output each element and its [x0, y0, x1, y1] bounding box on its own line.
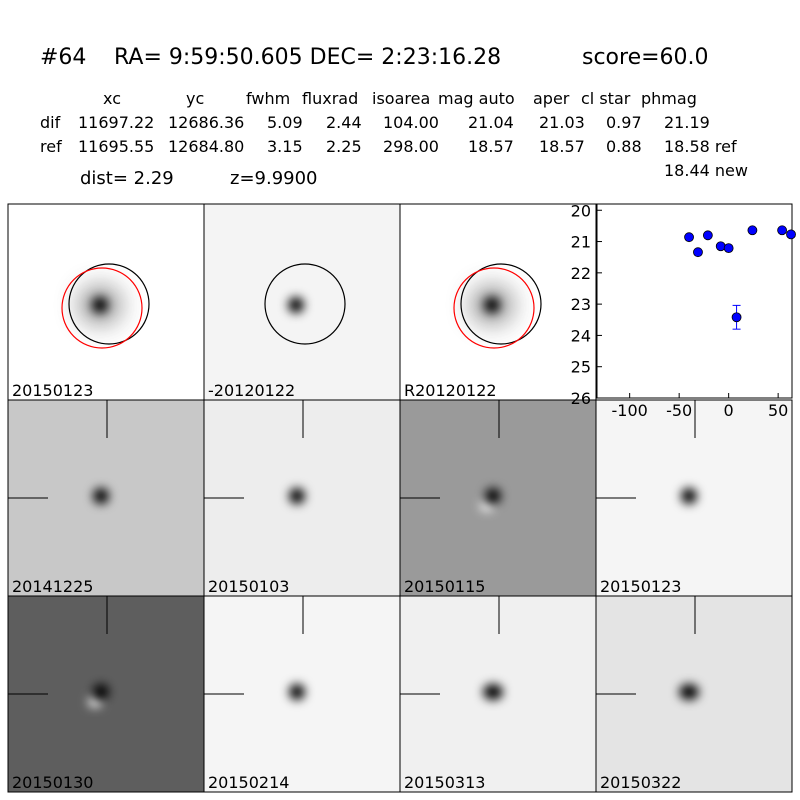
y-tick-label: 26 [571, 389, 591, 408]
score: score=60.0 [582, 45, 709, 70]
stamp-label: 20150115 [404, 577, 485, 596]
source-blob [681, 488, 697, 504]
table-cell: 11697.22 [78, 113, 154, 132]
aperture-circle [460, 263, 542, 345]
column-header: mag auto [438, 89, 515, 108]
x-tick-label: 50 [768, 401, 788, 420]
stamp-label: 20150130 [12, 773, 93, 792]
stamp-label: 20150214 [208, 773, 289, 792]
table-cell: 11695.55 [78, 137, 154, 156]
stamp-label: 20150123 [600, 577, 681, 596]
column-header: phmag [641, 89, 697, 108]
table-cell: 0.88 [606, 137, 642, 156]
source-blob [92, 297, 108, 313]
source-blob [679, 684, 699, 700]
aperture-circle [68, 263, 150, 345]
aperture-circle [264, 263, 346, 345]
row-label: dif [40, 113, 61, 132]
y-tick-label: 23 [571, 295, 591, 314]
y-tick-label: 25 [571, 358, 591, 377]
row-label: ref [40, 137, 62, 156]
table-cell: 12686.36 [168, 113, 244, 132]
stamp-label: R20120122 [404, 381, 497, 400]
stamp-label: 20150123 [12, 381, 93, 400]
table-cell: 298.00 [383, 137, 439, 156]
column-header: cl star [581, 89, 631, 108]
point [715, 241, 726, 252]
point [693, 247, 703, 258]
point [684, 232, 694, 243]
column-header: yc [186, 89, 204, 108]
source-blob [484, 297, 500, 313]
stamp-label: 20150313 [404, 773, 485, 792]
stamp-label: -20120122 [208, 381, 295, 400]
source-blob [483, 684, 503, 700]
new-mag: 18.44 new [664, 161, 748, 180]
table-cell: 21.03 [539, 113, 585, 132]
column-header: aper [533, 89, 570, 108]
stamp-label: 20150103 [208, 577, 289, 596]
table-cell: 18.58 ref [664, 137, 737, 156]
table-cell: 21.04 [468, 113, 514, 132]
chart-frame [596, 203, 793, 399]
ref-circle [453, 267, 535, 349]
point [723, 243, 734, 254]
source-blob [485, 488, 501, 504]
table-cell: 0.97 [606, 113, 642, 132]
point [702, 230, 713, 241]
source-blob [288, 297, 304, 313]
y-tick-label: 24 [571, 326, 591, 345]
table-cell: 3.15 [267, 137, 303, 156]
table-cell: 18.57 [468, 137, 514, 156]
table-cell: 104.00 [383, 113, 439, 132]
point [786, 229, 796, 240]
redshift: z=9.9900 [230, 168, 318, 189]
candidate-id: #64 [40, 45, 86, 70]
source-blob [93, 488, 109, 504]
column-header: fwhm [246, 89, 290, 108]
x-tick-label: -50 [666, 401, 692, 420]
table-cell: 18.57 [539, 137, 585, 156]
y-tick-label: 21 [571, 233, 591, 252]
stamp-label: 20141225 [12, 577, 93, 596]
x-tick-label: 0 [724, 401, 734, 420]
table-cell: 5.09 [267, 113, 303, 132]
point [777, 225, 788, 236]
column-header: isoarea [372, 89, 430, 108]
point [731, 312, 742, 323]
y-tick-label: 22 [571, 264, 591, 283]
source-blob [289, 684, 305, 700]
stamp-label: 20150322 [600, 773, 681, 792]
point [747, 225, 758, 236]
x-tick-label: -100 [612, 401, 648, 420]
table-cell: 21.19 [664, 113, 710, 132]
column-header: fluxrad [302, 89, 358, 108]
column-header: xc [103, 89, 121, 108]
dist: dist= 2.29 [80, 168, 174, 189]
source-blob [93, 684, 109, 700]
table-cell: 12684.80 [168, 137, 244, 156]
ref-circle [61, 267, 143, 349]
y-tick-label: 20 [571, 201, 591, 220]
table-cell: 2.44 [326, 113, 362, 132]
table-cell: 2.25 [326, 137, 362, 156]
source-blob [289, 488, 305, 504]
coordinates: RA= 9:59:50.605 DEC= 2:23:16.28 [114, 45, 501, 70]
